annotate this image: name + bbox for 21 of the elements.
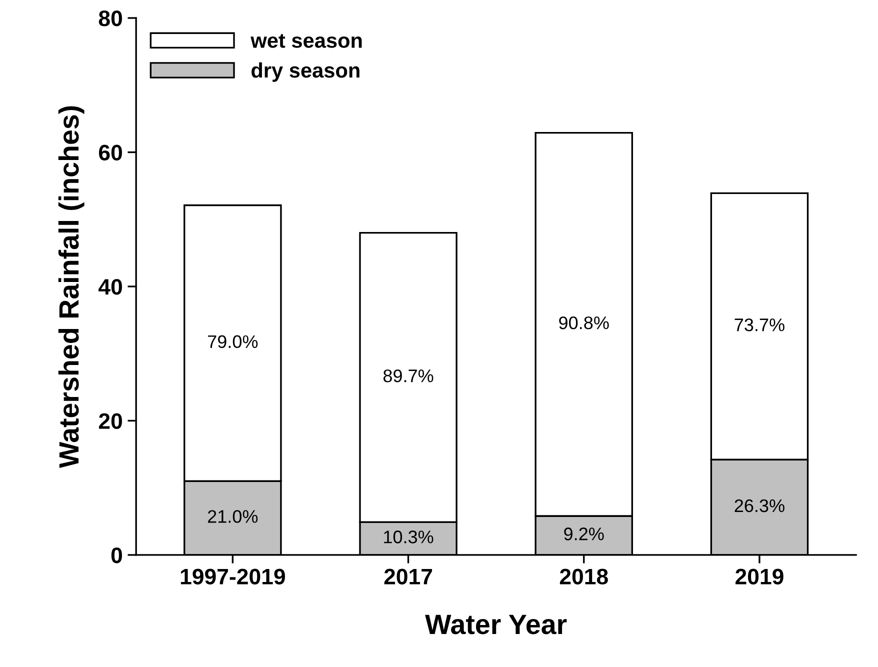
annotation: 9.2% <box>564 528 604 540</box>
annotation: 73.7% <box>734 318 784 332</box>
x-tick-label: 1997-2019 <box>180 568 285 584</box>
y-tick-label: 20 <box>98 413 122 429</box>
y-axis-title: Watershed Rainfall (inches) <box>58 106 84 468</box>
y-tick-label: 80 <box>98 10 122 26</box>
x-tick-label: 2019 <box>736 568 784 584</box>
y-tick-label: 60 <box>98 144 122 161</box>
y-tick-label: 40 <box>98 279 122 295</box>
annotation: 10.3% <box>384 530 434 544</box>
annotation: 79.0% <box>208 335 258 348</box>
annotation: 26.3% <box>734 499 784 512</box>
x-tick-label: 2017 <box>384 568 432 584</box>
x-tick-label: 2018 <box>560 568 608 584</box>
legend-label: wet season <box>250 34 362 48</box>
legend-label: dry season <box>252 62 360 82</box>
annotation: 90.8% <box>559 316 609 330</box>
x-axis-title: Water Year <box>425 614 567 634</box>
annotation: 21.0% <box>208 510 258 523</box>
annotation: 89.7% <box>383 369 434 382</box>
y-tick-label: 0 <box>111 547 122 564</box>
